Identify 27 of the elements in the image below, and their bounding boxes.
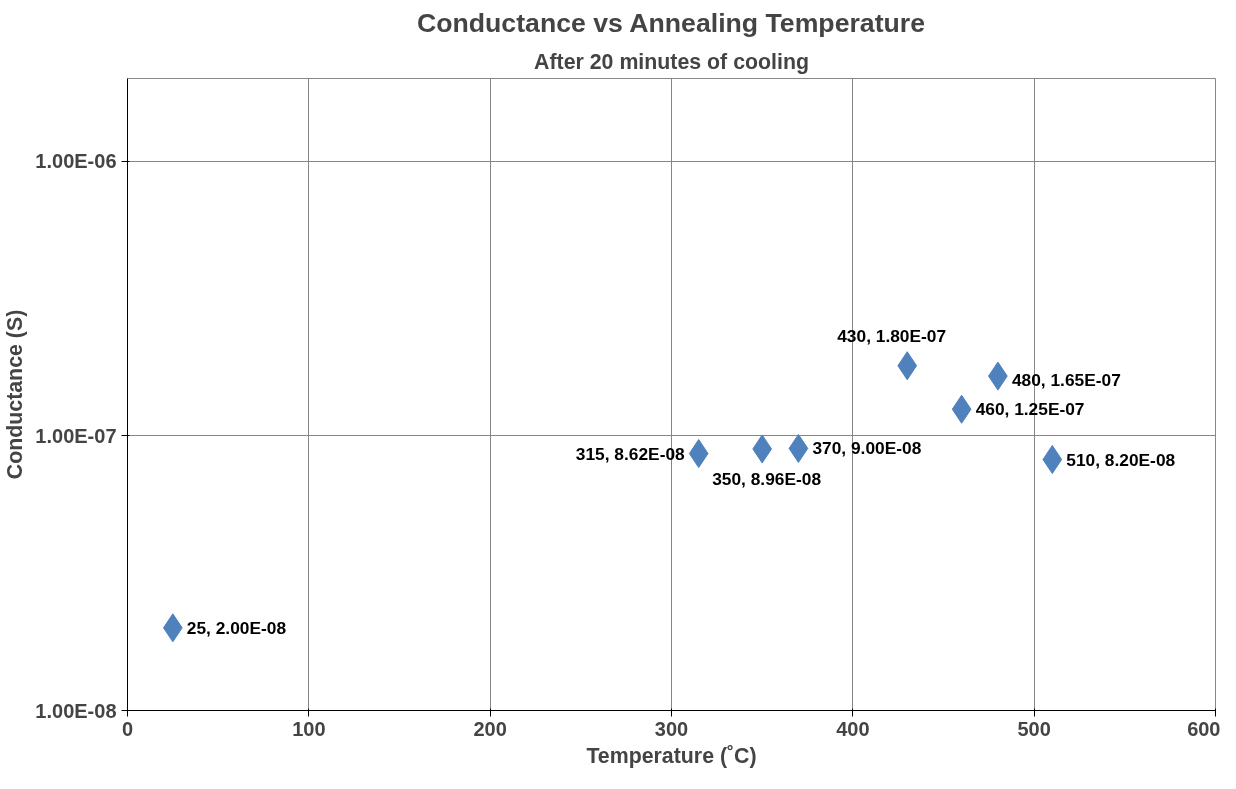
- x-tick-label: 100: [292, 717, 326, 740]
- x-tick-label: 500: [1017, 717, 1051, 740]
- x-tick-label: 400: [836, 717, 870, 740]
- point: [1042, 445, 1063, 475]
- x-axis-title: Temperature (˚C): [586, 743, 757, 768]
- y-tick-label: 1.00E-08: [35, 699, 117, 722]
- chart-title: Conductance vs Annealing Temperature: [416, 7, 926, 38]
- chart-subtitle: After 20 minutes of cooling: [534, 49, 809, 74]
- point: [897, 351, 918, 381]
- y-tick-label: 1.00E-06: [35, 150, 117, 173]
- y-tick-label: 1.00E-07: [35, 424, 117, 447]
- x-tick-label: 600: [1187, 717, 1221, 740]
- y-axis-title: Conductance (S): [3, 309, 28, 480]
- data-label: 25, 2.00E-08: [186, 617, 287, 638]
- data-label: 460, 1.25E-07: [975, 399, 1085, 420]
- point: [788, 433, 809, 463]
- x-tick-label: 200: [473, 717, 507, 740]
- point: [688, 439, 709, 469]
- point: [951, 394, 972, 424]
- data-label: 430, 1.80E-07: [837, 325, 947, 346]
- x-tick-label: 300: [654, 717, 689, 740]
- data-label: 370, 9.00E-08: [812, 438, 922, 459]
- data-label: 350, 8.96E-08: [712, 468, 822, 489]
- data-label: 315, 8.62E-08: [575, 443, 686, 464]
- x-tick-label: 0: [121, 717, 134, 740]
- data-label: 480, 1.65E-07: [1011, 370, 1121, 391]
- data-label: 510, 8.20E-08: [1066, 449, 1176, 470]
